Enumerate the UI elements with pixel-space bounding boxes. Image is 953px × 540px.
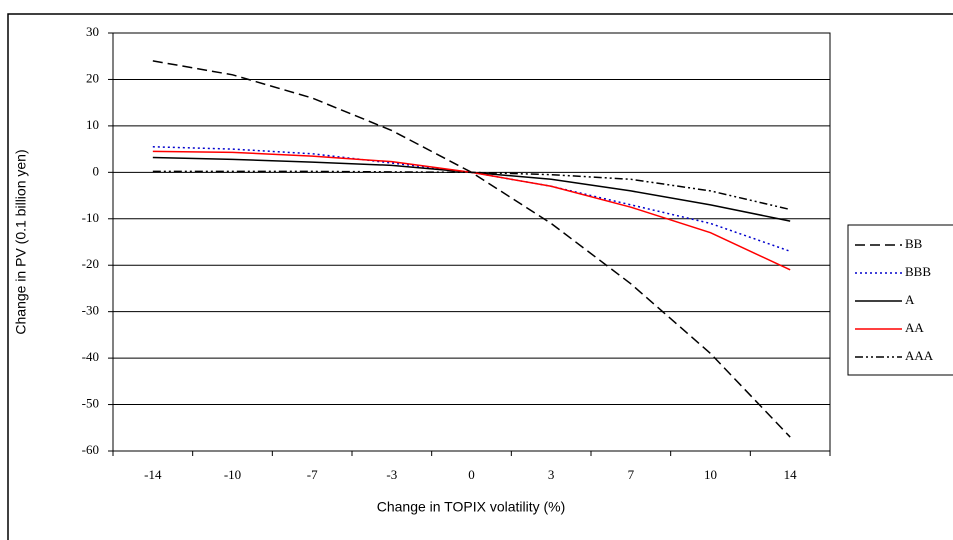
y-tick-label: 0 xyxy=(93,163,100,178)
x-tick-label: 10 xyxy=(704,467,717,482)
series-line xyxy=(152,146,791,252)
plot-area xyxy=(112,32,831,452)
x-tick-label: 14 xyxy=(784,467,798,482)
x-tick-label: 3 xyxy=(548,467,555,482)
legend-label: A xyxy=(905,292,915,307)
x-tick-label: -14 xyxy=(144,467,162,482)
x-tick-label: 7 xyxy=(628,467,635,482)
y-tick-label: 10 xyxy=(86,117,99,132)
legend xyxy=(847,224,953,376)
legend-label: BB xyxy=(905,236,923,251)
y-tick-label: -40 xyxy=(82,349,99,364)
y-tick-label: 30 xyxy=(86,24,99,39)
x-tick-label: -3 xyxy=(386,467,397,482)
x-tick-label: -7 xyxy=(307,467,318,482)
series-line xyxy=(152,170,791,211)
legend-label: AA xyxy=(905,320,924,335)
y-axis-title: Change in PV (0.1 billion yen) xyxy=(13,149,29,334)
x-axis-title: Change in TOPIX volatility (%) xyxy=(377,499,566,515)
x-tick-label: 0 xyxy=(468,467,475,482)
x-tick-label: -10 xyxy=(224,467,241,482)
y-tick-label: -20 xyxy=(82,256,99,271)
y-tick-label: -60 xyxy=(82,442,99,457)
y-tick-label: -50 xyxy=(82,396,99,411)
y-tick-label: -10 xyxy=(82,210,99,225)
y-tick-label: -30 xyxy=(82,303,99,318)
legend-label: AAA xyxy=(905,348,934,363)
legend-label: BBB xyxy=(905,264,931,279)
y-tick-label: 20 xyxy=(86,70,99,85)
